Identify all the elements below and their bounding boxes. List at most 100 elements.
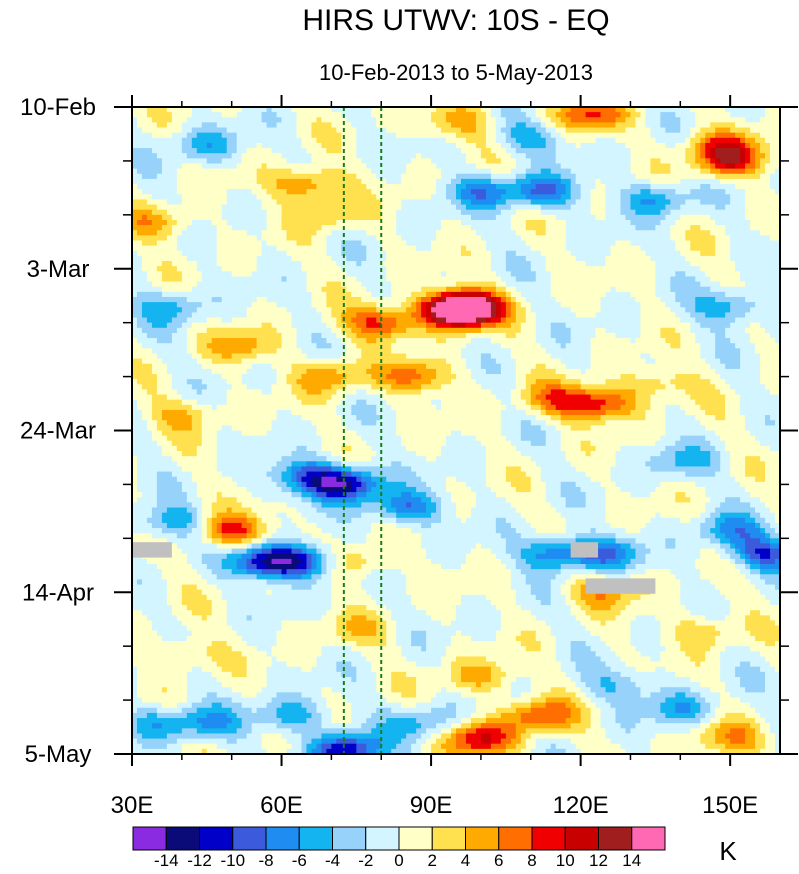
contour-cell <box>465 209 472 216</box>
contour-cell <box>346 286 352 293</box>
contour-cell <box>181 153 188 159</box>
contour-cell <box>675 214 681 221</box>
contour-cell <box>630 296 637 303</box>
contour-cell <box>770 189 776 195</box>
contour-cell <box>441 219 447 226</box>
contour-cell <box>650 276 656 283</box>
contour-cell <box>281 286 288 293</box>
contour-cell <box>465 276 472 283</box>
contour-cell <box>426 194 432 201</box>
contour-cell <box>700 117 706 123</box>
contour-cell <box>625 107 632 113</box>
contour-cell <box>181 245 188 252</box>
contour-cell <box>680 286 686 293</box>
contour-cell <box>366 107 372 113</box>
contour-cell <box>446 127 452 134</box>
contour-cell <box>456 199 462 206</box>
contour-cell <box>500 142 507 149</box>
contour-cell <box>540 168 547 175</box>
contour-cell <box>221 184 228 190</box>
contour-cell <box>136 122 143 129</box>
contour-cell <box>575 219 582 226</box>
contour-cell <box>680 261 686 267</box>
contour-cell <box>695 178 701 185</box>
contour-cell <box>426 122 432 129</box>
contour-cell <box>480 255 487 262</box>
contour-cell <box>765 291 771 298</box>
contour-cell <box>146 235 153 242</box>
contour-cell <box>181 173 188 180</box>
contour-cell <box>565 261 572 267</box>
contour-cell <box>710 296 716 303</box>
contour-cell <box>386 204 392 211</box>
contour-cell <box>515 261 522 267</box>
contour-cell <box>361 276 367 283</box>
contour-cell <box>386 158 392 165</box>
contour-cell <box>465 194 472 201</box>
contour-cell <box>730 240 736 247</box>
contour-cell <box>391 153 397 159</box>
contour-cell <box>690 107 696 113</box>
contour-cell <box>271 235 278 242</box>
contour-cell <box>510 235 517 242</box>
contour-cell <box>750 112 756 118</box>
contour-cell <box>555 219 562 226</box>
contour-cell <box>770 199 776 206</box>
contour-cell <box>406 250 412 257</box>
contour-cell <box>750 271 756 278</box>
contour-cell <box>470 189 477 195</box>
contour-cell <box>246 112 253 118</box>
contour-cell <box>595 199 602 206</box>
contour-cell <box>141 137 148 144</box>
contour-cell <box>181 163 188 170</box>
contour-cell <box>211 235 218 242</box>
contour-cell <box>695 112 701 118</box>
contour-cell <box>181 302 188 308</box>
contour-cell <box>411 250 417 257</box>
contour-cell <box>730 137 736 144</box>
contour-cell <box>695 255 701 262</box>
contour-cell <box>231 122 238 129</box>
contour-cell <box>640 240 647 247</box>
contour-cell <box>326 194 332 201</box>
contour-cell <box>515 137 522 144</box>
contour-cell <box>685 137 691 144</box>
contour-cell <box>416 158 422 165</box>
contour-cell <box>191 204 198 211</box>
contour-cell <box>480 250 487 257</box>
contour-cell <box>136 148 143 154</box>
contour-cell <box>680 107 686 113</box>
contour-cell <box>700 281 706 288</box>
contour-cell <box>615 168 622 175</box>
contour-cell <box>530 225 537 231</box>
contour-cell <box>540 261 547 267</box>
contour-cell <box>136 189 143 195</box>
contour-cell <box>436 286 442 293</box>
contour-cell <box>570 261 577 267</box>
contour-cell <box>431 132 437 139</box>
contour-cell <box>241 271 248 278</box>
contour-cell <box>760 117 766 123</box>
contour-cell <box>256 122 263 129</box>
contour-cell <box>426 184 432 190</box>
contour-cell <box>341 137 347 144</box>
contour-cell <box>301 107 308 113</box>
contour-cell <box>266 112 273 118</box>
contour-cell <box>735 137 741 144</box>
contour-cell <box>226 142 233 149</box>
contour-cell <box>645 255 651 262</box>
contour-cell <box>650 173 656 180</box>
contour-cell <box>600 107 607 113</box>
contour-cell <box>665 240 671 247</box>
contour-cell <box>251 266 258 272</box>
contour-cell <box>406 107 412 113</box>
contour-cell <box>396 153 402 159</box>
contour-cell <box>460 178 467 185</box>
contour-cell <box>555 107 562 113</box>
contour-cell <box>356 142 362 149</box>
contour-cell <box>321 148 327 154</box>
contour-cell <box>271 117 278 123</box>
contour-cell <box>286 132 293 139</box>
contour-cell <box>261 235 268 242</box>
contour-cell <box>401 117 407 123</box>
